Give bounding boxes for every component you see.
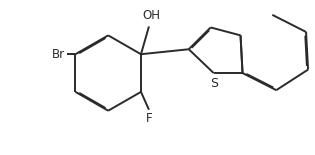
Text: Br: Br [52,48,66,61]
Text: F: F [146,112,152,125]
Text: OH: OH [142,9,160,22]
Text: S: S [210,77,218,90]
